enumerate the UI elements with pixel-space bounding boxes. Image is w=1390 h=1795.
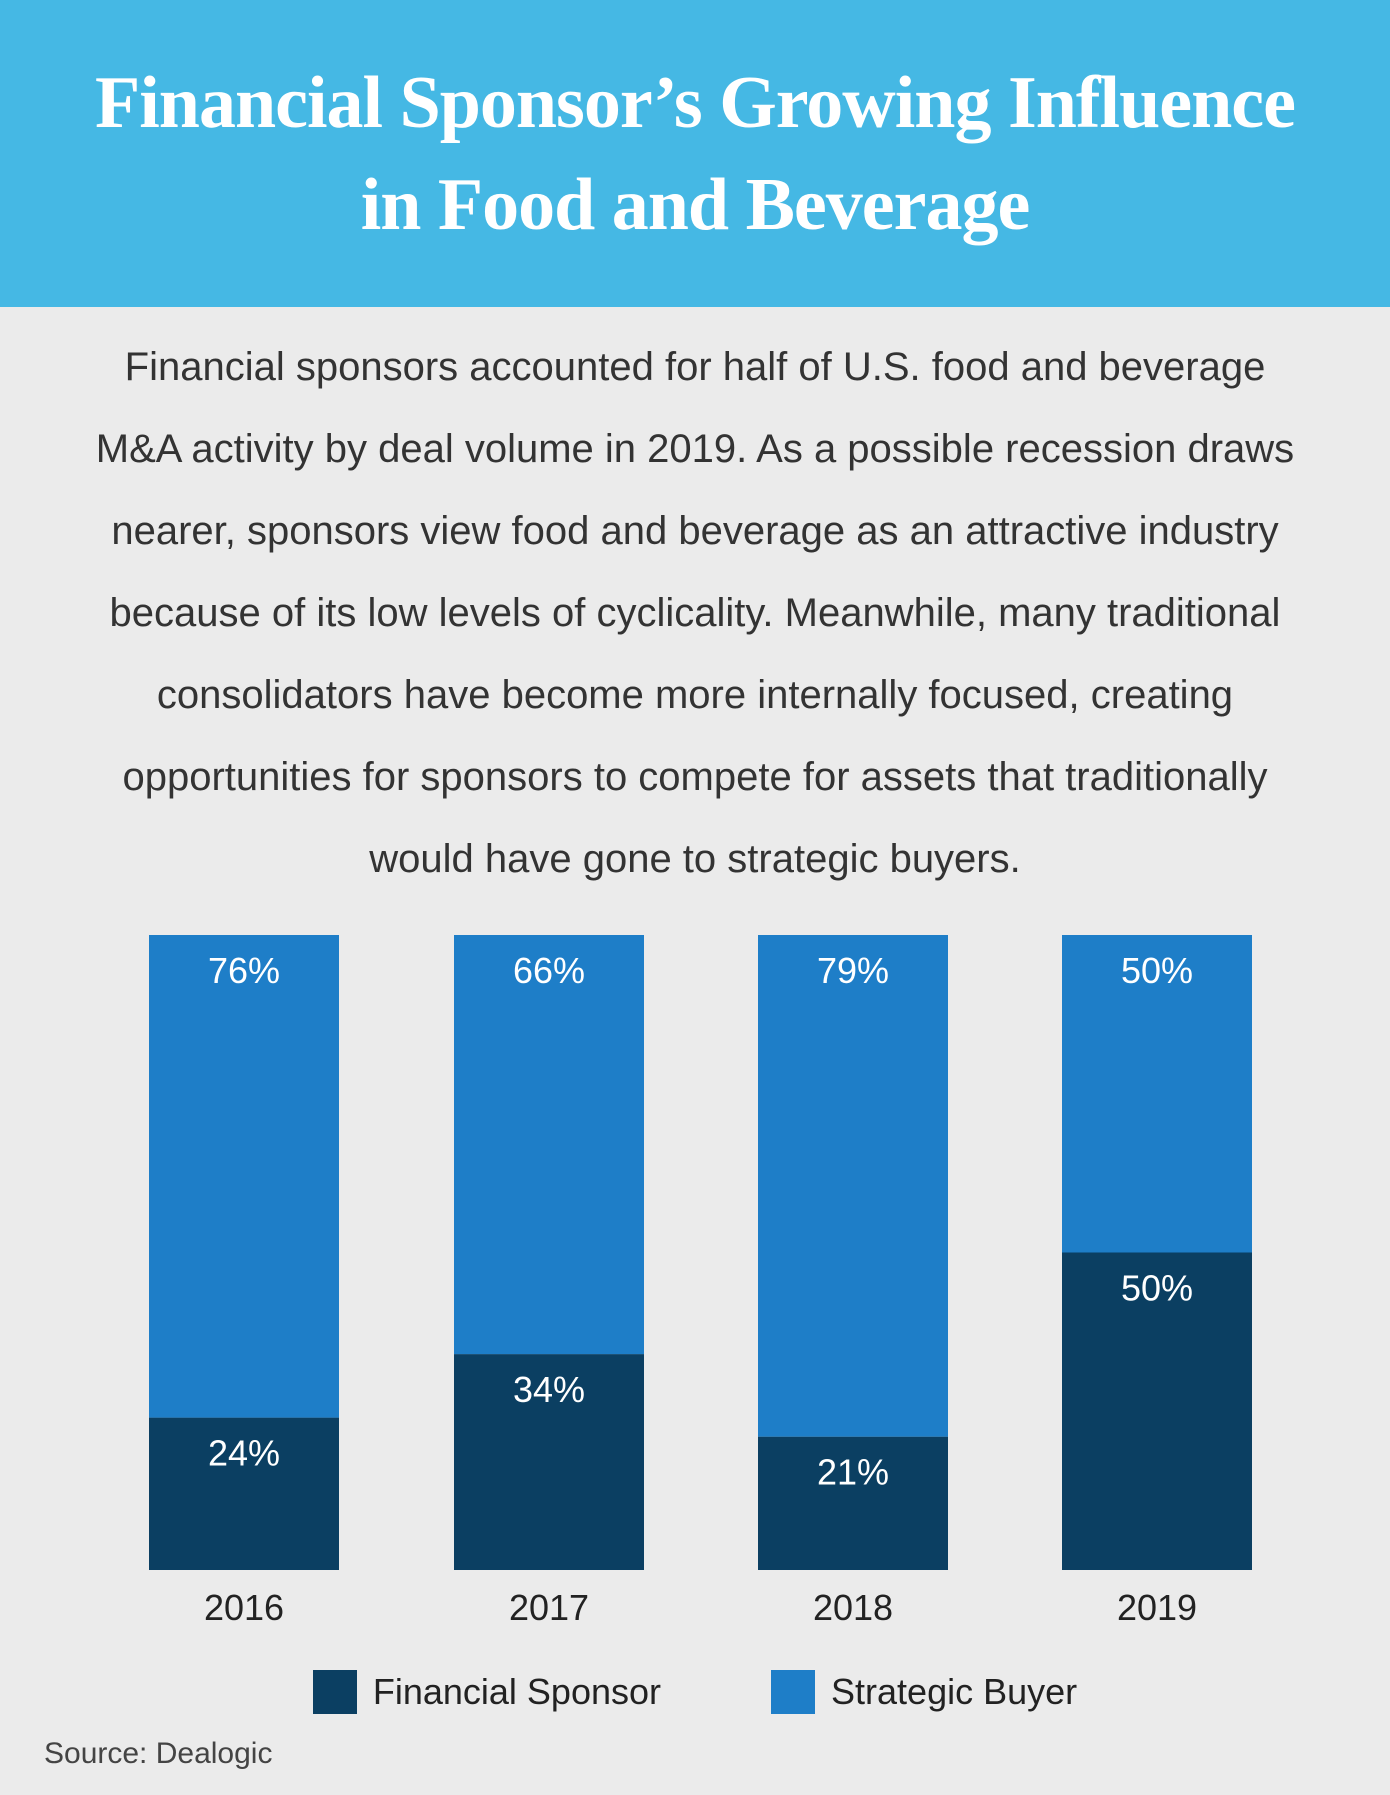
bar-strategic-buyer-2016 — [149, 935, 339, 1418]
x-tick-label-2019: 2019 — [1117, 1587, 1197, 1628]
chart-title-line-1: Financial Sponsor’s Growing Influence — [95, 61, 1296, 144]
bar-financial-sponsor-2017 — [454, 1354, 644, 1570]
data-label-strategic-buyer-2016: 76% — [208, 950, 280, 991]
legend: Financial Sponsor Strategic Buyer — [0, 1670, 1390, 1714]
data-label-financial-sponsor-2016: 24% — [208, 1433, 280, 1474]
data-label-financial-sponsor-2018: 21% — [817, 1452, 889, 1493]
legend-item-strategic-buyer: Strategic Buyer — [771, 1670, 1077, 1714]
intro-line: because of its low levels of cyclicality… — [109, 591, 1281, 635]
data-label-strategic-buyer-2017: 66% — [513, 950, 585, 991]
bar-strategic-buyer-2018 — [758, 935, 948, 1437]
x-tick-label-2016: 2016 — [204, 1587, 284, 1628]
legend-label-financial-sponsor: Financial Sponsor — [372, 1671, 662, 1712]
legend-swatch-financial-sponsor — [312, 1670, 357, 1714]
bar-strategic-buyer-2019 — [1062, 935, 1252, 1253]
header-banner: Financial Sponsor’s Growing Influence in… — [0, 0, 1390, 307]
stacked-bar-chart: 24% 76% 2016 34% 66% 2017 21% 79% 2018 50% 50% 2019 — [149, 935, 1252, 1628]
intro-line: Financial sponsors accounted for half of… — [124, 345, 1266, 389]
intro-line: would have gone to strategic buyers. — [369, 837, 1021, 881]
data-label-strategic-buyer-2018: 79% — [817, 950, 889, 991]
bar-financial-sponsor-2019 — [1062, 1252, 1252, 1570]
data-label-strategic-buyer-2019: 50% — [1121, 950, 1193, 991]
legend-item-financial-sponsor: Financial Sponsor — [312, 1670, 662, 1714]
legend-swatch-strategic-buyer — [771, 1670, 816, 1714]
intro-paragraph: Financial sponsors accounted for half of… — [40, 326, 1350, 900]
intro-line: M&A activity by deal volume in 2019. As … — [95, 427, 1295, 471]
data-label-financial-sponsor-2017: 34% — [513, 1369, 585, 1410]
legend-label-strategic-buyer: Strategic Buyer — [831, 1671, 1078, 1712]
x-tick-label-2017: 2017 — [509, 1587, 589, 1628]
bar-financial-sponsor-2016 — [149, 1417, 339, 1570]
bar-financial-sponsor-2018 — [758, 1436, 948, 1570]
bar-strategic-buyer-2017 — [454, 935, 644, 1355]
data-label-financial-sponsor-2019: 50% — [1121, 1268, 1193, 1309]
intro-line: nearer, sponsors view food and beverage … — [111, 509, 1279, 553]
intro-line: consolidators have become more internall… — [156, 673, 1234, 717]
chart-title-line-2: in Food and Beverage — [360, 163, 1031, 246]
x-tick-label-2018: 2018 — [813, 1587, 893, 1628]
source-note: Source: Dealogic — [44, 1737, 273, 1770]
intro-line: opportunities for sponsors to compete fo… — [122, 755, 1268, 799]
